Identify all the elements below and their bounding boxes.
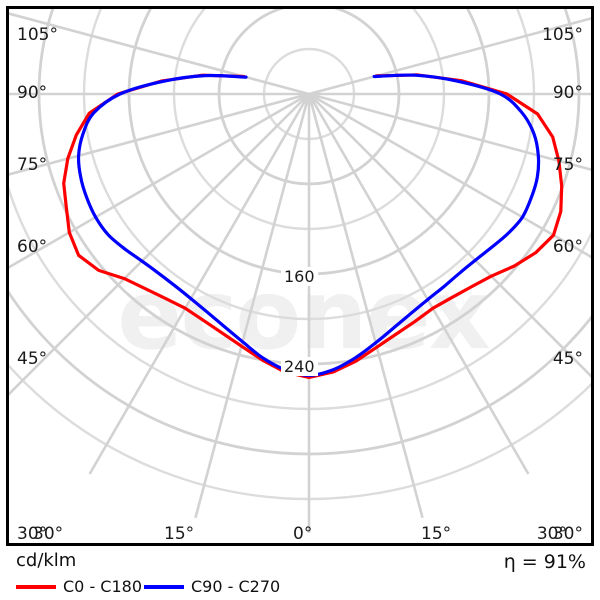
angle-label-left-60: 60° xyxy=(17,237,48,257)
angle-label-bottom-0: 0° xyxy=(293,524,313,544)
polar-grid xyxy=(9,9,591,533)
angle-label-left-45: 45° xyxy=(17,349,48,369)
curve-c0-c180 xyxy=(62,73,564,380)
angle-label-right-30: 30° xyxy=(552,524,583,544)
angle-label-right-45: 45° xyxy=(552,349,583,369)
radial-label-240: 240 xyxy=(281,357,318,376)
legend-label-c90-c270: C90 - C270 xyxy=(191,577,281,596)
angle-label-right-75: 75° xyxy=(552,155,583,175)
legend-swatch-blue xyxy=(144,584,184,589)
legend-label-c0-c180: C0 - C180 xyxy=(63,577,143,596)
angle-label-right-60: 60° xyxy=(552,237,583,257)
legend: cd/klm η = 91% C0 - C180 C90 - C270 xyxy=(0,549,600,600)
angle-label-bottom-30-right: 30° xyxy=(536,524,567,544)
angle-label-bottom-15-left: 15° xyxy=(164,524,195,544)
plot-frame: econex 105° 90° 75° 60° 45° 30° 105° 90°… xyxy=(6,6,594,546)
angle-label-right-90: 90° xyxy=(552,83,583,103)
angle-label-bottom-30-left: 30° xyxy=(33,524,64,544)
angle-label-left-75: 75° xyxy=(17,155,48,175)
efficiency-label: η = 91% xyxy=(503,551,586,573)
angle-label-left-90: 90° xyxy=(17,83,48,103)
legend-item-c0-c180: C0 - C180 xyxy=(16,577,142,596)
angle-label-left-30: 30° xyxy=(17,524,48,544)
legend-swatch-red xyxy=(16,584,56,589)
polar-plot-svg xyxy=(9,9,591,533)
angle-label-bottom-15-right: 15° xyxy=(421,524,452,544)
legend-item-c90-c270: C90 - C270 xyxy=(144,577,280,596)
angle-label-right-105: 105° xyxy=(542,25,583,45)
unit-label: cd/klm xyxy=(16,550,77,571)
angle-label-left-105: 105° xyxy=(17,25,58,45)
radial-label-160: 160 xyxy=(281,267,318,286)
